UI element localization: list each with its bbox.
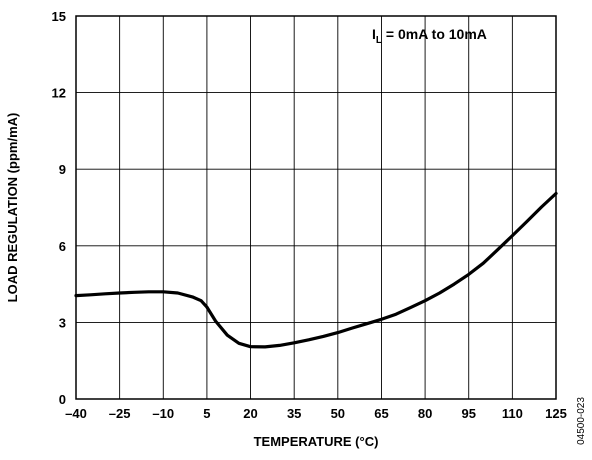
x-tick-label: 5 — [203, 406, 210, 421]
x-tick-label: 80 — [418, 406, 432, 421]
y-tick-label: 0 — [59, 392, 66, 407]
x-tick-label: 125 — [545, 406, 567, 421]
x-tick-label: –25 — [109, 406, 131, 421]
annotation-prefix: I — [372, 26, 376, 42]
x-tick-labels: –40 –25 –10 5 20 35 50 65 80 95 110 125 — [65, 406, 567, 421]
x-tick-label: 50 — [331, 406, 345, 421]
y-tick-labels: 0 3 6 9 12 15 — [52, 9, 66, 407]
y-tick-label: 6 — [59, 239, 66, 254]
y-axis-title: LOAD REGULATION (ppm/mA) — [5, 113, 20, 303]
annotation-suffix: = 0mA to 10mA — [382, 26, 487, 42]
grid — [76, 16, 556, 399]
plot-area-border — [75, 15, 557, 400]
annotation-subscript: L — [376, 35, 382, 46]
y-tick-label: 9 — [59, 162, 66, 177]
load-current-annotation: IL = 0mA to 10mA — [372, 26, 487, 46]
x-tick-label: 35 — [287, 406, 301, 421]
x-tick-label: 65 — [374, 406, 388, 421]
y-tick-label: 15 — [52, 9, 66, 24]
x-tick-label: 95 — [461, 406, 475, 421]
y-tick-label: 12 — [52, 86, 66, 101]
x-tick-label: –40 — [65, 406, 87, 421]
x-tick-label: 20 — [243, 406, 257, 421]
x-axis-title: TEMPERATURE (°C) — [254, 434, 379, 449]
series-line — [74, 191, 558, 349]
x-tick-label: –10 — [152, 406, 174, 421]
figure-id: 04500-023 — [576, 397, 587, 445]
x-tick-label: 110 — [502, 406, 523, 421]
series-layer — [74, 191, 558, 349]
y-tick-label: 3 — [59, 315, 66, 330]
